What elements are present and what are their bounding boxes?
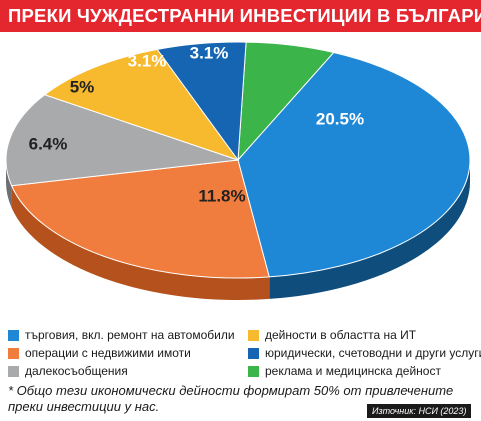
pie-slice-2 <box>5 94 239 187</box>
legend-swatch <box>8 329 19 341</box>
legend-label: операции с недвижими имоти <box>25 346 191 360</box>
pie-slice-3 <box>43 48 240 161</box>
pie-label-2: 6.4% <box>29 134 68 153</box>
pie-side-1 <box>11 185 270 301</box>
pie-slice-4 <box>156 41 247 162</box>
pie-label-1: 11.8% <box>198 186 245 205</box>
legend-label: далекосъобщения <box>25 364 128 378</box>
legend-item: дейности в областта на ИТ <box>248 328 416 342</box>
legend-item: реклама и медицинска дейност <box>248 364 441 378</box>
footnote: * Общо тези икономически дейности формир… <box>8 383 454 414</box>
legend-swatch <box>8 365 19 377</box>
pie-label-4: 3.1% <box>128 51 167 70</box>
legend-swatch <box>248 365 259 377</box>
pie-chart: 3.1% 20.5% 11.8% 6.4% 5% 3.1% <box>5 41 471 301</box>
legend-item: далекосъобщения <box>8 364 128 378</box>
legend-swatch <box>8 347 19 359</box>
pie-side-0 <box>269 160 470 299</box>
pie-label-3: 5% <box>70 77 95 96</box>
legend-swatch <box>248 329 259 341</box>
pie-slice-0 <box>237 51 471 278</box>
chart-title: ПРЕКИ ЧУЖДЕСТРАННИ ИНВЕСТИЦИИ В БЪЛГАРИЯ <box>8 5 481 26</box>
legend-label: търговия, вкл. ремонт на автомобили <box>25 328 235 342</box>
legend-label: дейности в областта на ИТ <box>265 328 417 342</box>
title-bar: ПРЕКИ ЧУЖДЕСТРАННИ ИНВЕСТИЦИИ В БЪЛГАРИЯ <box>0 0 481 32</box>
pie-side-2 <box>6 160 12 208</box>
legend-item: операции с недвижими имоти <box>8 346 191 360</box>
legend-label: юридически, счетоводни и други услуги <box>265 346 481 360</box>
legend-item: търговия, вкл. ремонт на автомобили <box>8 328 235 342</box>
pie-label-0: 20.5% <box>316 109 364 128</box>
legend-item: юридически, счетоводни и други услуги <box>248 346 481 360</box>
legend-label: реклама и медицинска дейност <box>265 364 441 378</box>
pie-slice-1 <box>10 159 270 279</box>
pie-label-5: 3.1% <box>190 43 229 62</box>
legend-swatch <box>248 347 259 359</box>
source-note: Източник: НСИ (2023) <box>367 404 472 418</box>
